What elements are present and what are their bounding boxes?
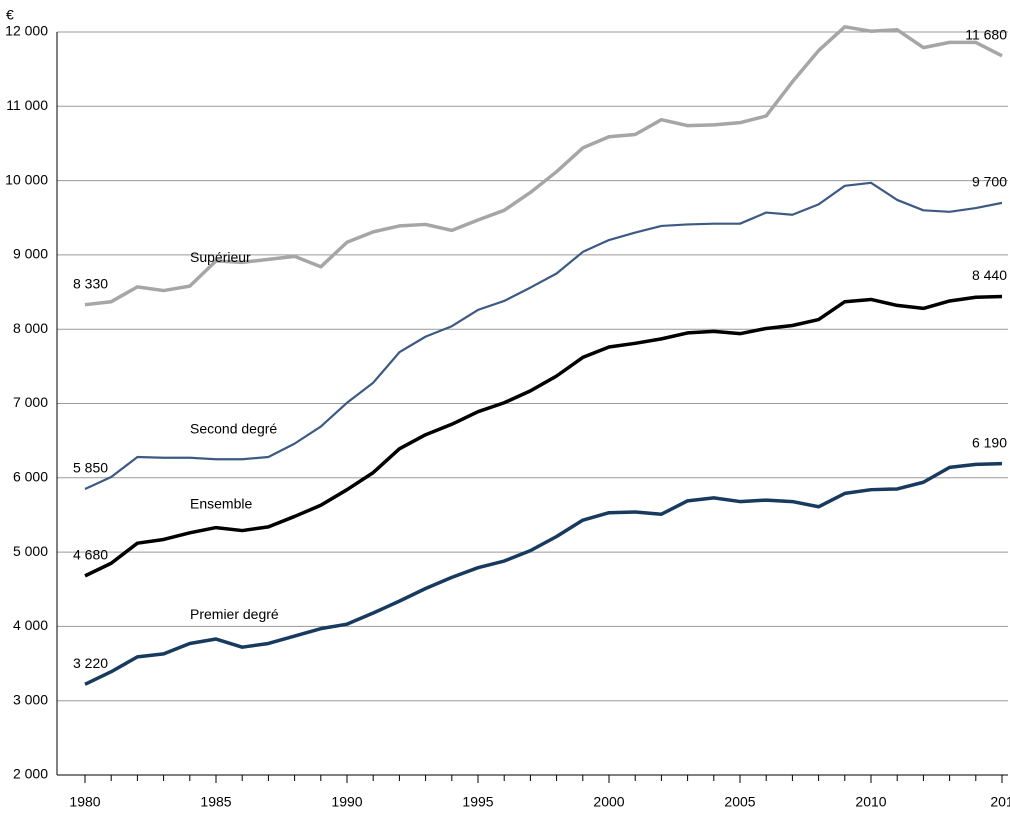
- y-tick-label: 10 000: [5, 171, 48, 187]
- x-tick-label: 1985: [200, 794, 231, 810]
- y-unit: €: [6, 7, 14, 23]
- series-label: Premier degré: [190, 606, 279, 622]
- x-tick-label: 1980: [69, 794, 100, 810]
- line-series: [84, 25, 1003, 307]
- line-series: [84, 181, 1003, 490]
- series-label: Supérieur: [190, 249, 251, 265]
- y-tick-label: 4 000: [13, 617, 48, 633]
- line-series: [84, 294, 1003, 578]
- y-tick-label: 5 000: [13, 543, 48, 559]
- value-label: 5 850: [73, 460, 108, 476]
- line-series: [84, 461, 1003, 686]
- series-label: Second degré: [190, 420, 277, 436]
- value-label: 4 680: [73, 547, 108, 563]
- x-tick-label: 1995: [462, 794, 493, 810]
- series-label: Ensemble: [190, 495, 252, 511]
- y-tick-label: 11 000: [6, 97, 48, 113]
- x-tick-label: 2005: [724, 794, 755, 810]
- x-tick-label: 1990: [331, 794, 362, 810]
- value-label: 9 700: [972, 174, 1007, 190]
- y-tick-label: 7 000: [13, 394, 48, 410]
- y-tick-label: 6 000: [13, 469, 48, 485]
- x-tick-label: 2010: [855, 794, 886, 810]
- value-label: 3 220: [73, 655, 108, 671]
- y-tick-label: 8 000: [13, 320, 48, 336]
- value-label: 8 440: [972, 267, 1007, 283]
- y-tick-label: 3 000: [13, 691, 48, 707]
- y-tick-label: 9 000: [13, 246, 48, 262]
- value-label: 6 190: [972, 434, 1007, 450]
- x-tick-label: 2000: [593, 794, 624, 810]
- x-tick-label: 201: [990, 794, 1010, 810]
- y-tick-label: 2 000: [13, 766, 48, 782]
- y-tick-label: 12 000: [5, 23, 48, 39]
- value-label: 8 330: [73, 275, 108, 291]
- value-label: 11 680: [965, 26, 1007, 42]
